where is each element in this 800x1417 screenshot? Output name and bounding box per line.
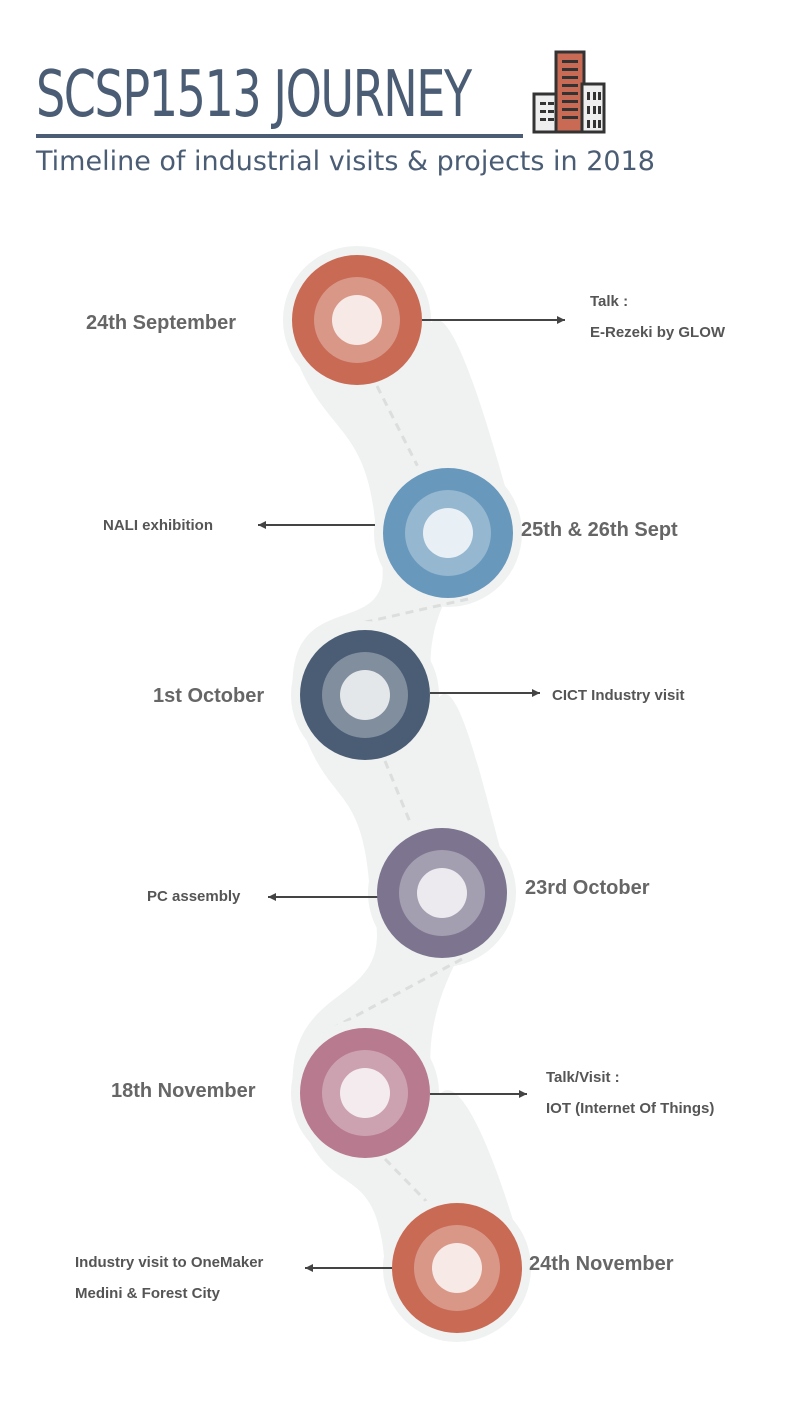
milestone-center [432, 1243, 482, 1293]
event-line: NALI exhibition [103, 517, 213, 534]
event-line: Talk : [590, 293, 629, 310]
milestone-center [340, 670, 390, 720]
arrow-head-icon [557, 316, 565, 324]
event-line: Medini & Forest City [75, 1285, 221, 1302]
milestone-center [332, 295, 382, 345]
dashed-connector [334, 957, 463, 1029]
milestone-event: Industry visit to OneMaker Medini & Fores… [75, 1247, 263, 1309]
milestone-center [340, 1068, 390, 1118]
milestone-date: 24th November [529, 1253, 674, 1275]
arrow-head-icon [258, 521, 266, 529]
event-line: PC assembly [147, 888, 241, 905]
milestone-date: 24th September [86, 312, 237, 334]
milestone-event: Talk/Visit : IOT (Internet Of Things) [546, 1062, 714, 1124]
arrow-head-icon [268, 893, 276, 901]
milestone-date: 18th November [111, 1080, 256, 1102]
milestone-date: 25th & 26th Sept [521, 519, 678, 541]
milestone-event: PC assembly [147, 881, 240, 912]
event-line: E-Rezeki by GLOW [590, 324, 726, 341]
arrow-head-icon [519, 1090, 527, 1098]
milestone-event: CICT Industry visit [552, 680, 685, 711]
milestone-date: 23rd October [525, 877, 650, 899]
dashed-connector [383, 760, 414, 828]
dashed-connector [375, 385, 420, 468]
event-line: CICT Industry visit [552, 687, 685, 704]
milestone-event: NALI exhibition [103, 510, 213, 541]
milestone-center [417, 868, 467, 918]
arrow-head-icon [305, 1264, 313, 1272]
event-line: IOT (Internet Of Things) [546, 1100, 715, 1117]
milestone-event: Talk : E-Rezeki by GLOW [590, 286, 725, 348]
milestone-date: 1st October [153, 685, 265, 707]
dashed-connector [383, 1157, 429, 1204]
page-title: SCSP1513 JOURNEY [36, 58, 472, 132]
arrow-head-icon [532, 689, 540, 697]
event-line: Industry visit to OneMaker [75, 1254, 264, 1271]
event-line: Talk/Visit : [546, 1069, 620, 1086]
page-subtitle: Timeline of industrial visits & projects… [36, 146, 655, 177]
buildings-icon [532, 50, 606, 134]
milestone-center [423, 508, 473, 558]
title-underline [36, 134, 523, 138]
